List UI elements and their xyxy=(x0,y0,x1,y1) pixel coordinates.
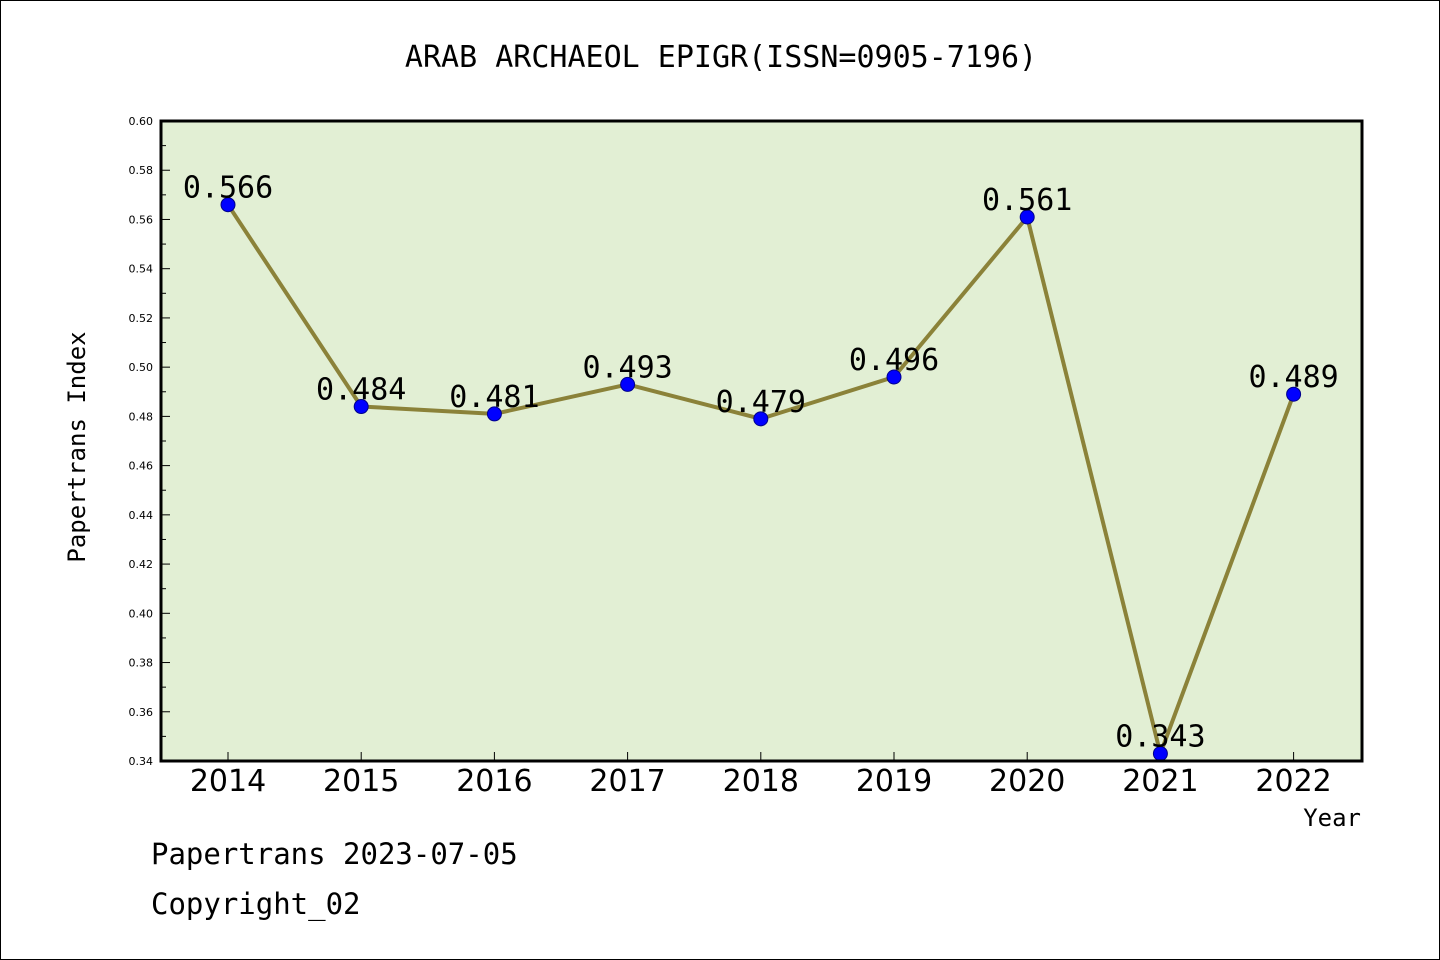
data-point-2020 xyxy=(1019,209,1035,225)
x-tick-label: 2014 xyxy=(190,764,266,799)
y-tick-label: 0.56 xyxy=(129,213,154,226)
x-tick-label: 2015 xyxy=(323,764,399,799)
y-tick-label: 0.58 xyxy=(129,164,154,177)
y-tick-label: 0.44 xyxy=(129,509,154,522)
y-axis-label: Papertrans Index xyxy=(63,331,91,562)
x-axis-label: Year xyxy=(1303,804,1361,832)
footer-date: Papertrans 2023-07-05 xyxy=(151,837,518,871)
x-tick-label: 2017 xyxy=(589,764,665,799)
data-label-2022: 0.489 xyxy=(1248,360,1338,395)
data-label-2016: 0.481 xyxy=(449,380,539,415)
y-axis: 0.34 0.36 0.38 0.40 0.42 0.44 0.46 0.48 0.50 0.52… xyxy=(129,115,170,768)
data-point-2018 xyxy=(753,411,769,427)
data-point-2014 xyxy=(220,197,236,213)
y-tick-label: 0.60 xyxy=(129,115,154,128)
x-tick-label: 2018 xyxy=(723,764,799,799)
y-tick-label: 0.42 xyxy=(129,558,154,571)
data-point-2022 xyxy=(1286,386,1302,402)
data-label-2021: 0.343 xyxy=(1115,720,1205,755)
data-point-2019 xyxy=(886,369,902,385)
plot-border xyxy=(159,119,1364,763)
y-tick-label: 0.38 xyxy=(129,657,154,670)
x-tick-label: 2019 xyxy=(856,764,932,799)
y-tick-label: 0.50 xyxy=(129,361,154,374)
x-tick-label: 2021 xyxy=(1122,764,1198,799)
y-tick-label: 0.52 xyxy=(129,312,154,325)
data-label-2014: 0.566 xyxy=(183,171,273,206)
y-tick-label: 0.36 xyxy=(129,706,154,719)
y-tick-label: 0.46 xyxy=(129,460,154,473)
data-label-2019: 0.496 xyxy=(849,343,939,378)
x-axis: 2014 2015 2016 2017 2018 2019 2020 2021 2022 xyxy=(190,752,1332,799)
footer-copyright: Copyright_02 xyxy=(151,887,361,921)
data-point-2017 xyxy=(620,376,636,392)
x-tick-label: 2022 xyxy=(1255,764,1331,799)
plot-area xyxy=(161,121,1362,761)
data-point-2015 xyxy=(353,399,369,415)
x-tick-label: 2020 xyxy=(989,764,1065,799)
data-labels: 0.566 0.484 0.481 0.493 0.479 0.496 0.561 0.343… xyxy=(183,171,1339,755)
y-tick-label: 0.34 xyxy=(129,755,154,768)
y-tick-label: 0.54 xyxy=(129,263,154,276)
y-tick-label: 0.40 xyxy=(129,607,154,620)
x-tick-label: 2016 xyxy=(456,764,532,799)
chart-title: ARAB ARCHAEOL EPIGR(ISSN=0905-7196) xyxy=(405,40,1037,75)
data-label-2020: 0.561 xyxy=(982,183,1072,218)
series-papertrans-index xyxy=(220,197,1302,762)
data-point-2016 xyxy=(486,406,502,422)
data-label-2018: 0.479 xyxy=(716,385,806,420)
data-label-2015: 0.484 xyxy=(316,373,406,408)
data-label-2017: 0.493 xyxy=(582,350,672,385)
y-tick-label: 0.48 xyxy=(129,410,154,423)
